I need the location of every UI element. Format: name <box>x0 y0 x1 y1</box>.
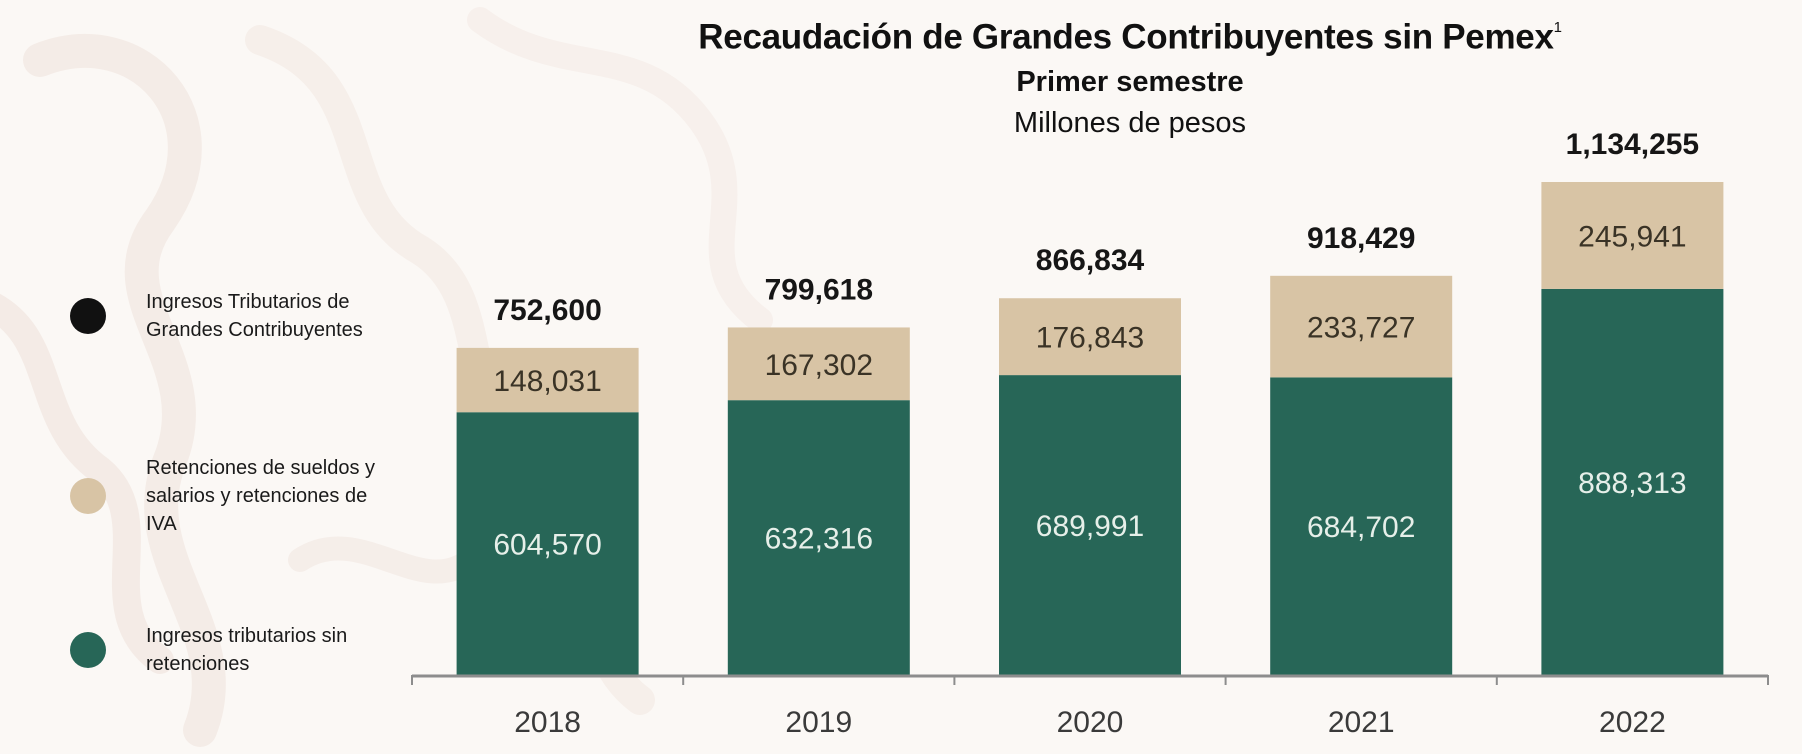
legend-swatch-total <box>70 298 106 334</box>
x-tick-label-2019: 2019 <box>785 706 852 739</box>
legend-swatch-sin-retenciones <box>70 632 106 668</box>
legend: Ingresos Tributarios de Grandes Contribu… <box>60 0 380 754</box>
segment-value-label-2020-1: 176,843 <box>1036 322 1144 355</box>
total-value-label-2020: 866,834 <box>1036 244 1145 277</box>
segment-value-label-2022-0: 888,313 <box>1578 467 1686 500</box>
legend-label-retenciones: Retenciones de sueldos y salarios y rete… <box>146 457 376 535</box>
bar-segment-2019-1 <box>727 327 910 401</box>
bar-segment-2020-0 <box>999 375 1181 675</box>
bar-segment-2021-0 <box>1270 377 1453 675</box>
legend-label-total: Ingresos Tributarios de Grandes Contribu… <box>146 291 363 341</box>
legend-item-sin-retenciones: Ingresos tributarios sin retenciones <box>60 622 376 678</box>
segment-value-label-2018-1: 148,031 <box>493 365 601 398</box>
segment-value-label-2019-1: 167,302 <box>765 349 873 382</box>
x-tick-label-2021: 2021 <box>1328 706 1395 739</box>
chart-subtitle: Primer semestre <box>1016 65 1244 98</box>
total-value-label-2019: 799,618 <box>765 273 873 306</box>
bar-segment-2018-1 <box>456 347 639 413</box>
x-tick-label-2018: 2018 <box>514 706 581 739</box>
title-footnote: 1 <box>1553 19 1562 36</box>
bar-segment-2018-0 <box>456 412 639 675</box>
total-value-label-2018: 752,600 <box>493 294 601 327</box>
chart-header: Recaudación de Grandes Contribuyentes si… <box>560 8 1700 144</box>
total-value-label-2022: 1,134,255 <box>1566 128 1699 161</box>
segment-value-label-2020-0: 689,991 <box>1036 510 1144 543</box>
legend-item-total: Ingresos Tributarios de Grandes Contribu… <box>60 288 376 344</box>
total-value-label-2021: 918,429 <box>1307 222 1415 255</box>
bar-segment-2019-0 <box>727 400 910 675</box>
x-tick-label-2022: 2022 <box>1599 706 1666 739</box>
chart-title: Recaudación de Grandes Contribuyentes si… <box>698 17 1562 57</box>
legend-item-retenciones: Retenciones de sueldos y salarios y rete… <box>60 454 376 538</box>
segment-value-label-2021-0: 684,702 <box>1307 511 1415 544</box>
bar-segment-2020-1 <box>999 298 1181 376</box>
segment-value-label-2022-1: 245,941 <box>1578 220 1686 253</box>
x-tick-label-2020: 2020 <box>1057 706 1124 739</box>
segment-value-label-2021-1: 233,727 <box>1307 312 1415 345</box>
segment-value-label-2019-0: 632,316 <box>765 523 873 556</box>
chart-units: Millones de pesos <box>1013 106 1247 139</box>
legend-swatch-retenciones <box>70 478 106 514</box>
bar-segment-2021-1 <box>1270 275 1453 378</box>
bar-segment-2022-0 <box>1541 288 1724 675</box>
bar-segment-2022-1 <box>1541 182 1724 289</box>
legend-label-sin-retenciones: Ingresos tributarios sin retenciones <box>146 625 348 675</box>
segment-value-label-2018-0: 604,570 <box>493 529 601 562</box>
